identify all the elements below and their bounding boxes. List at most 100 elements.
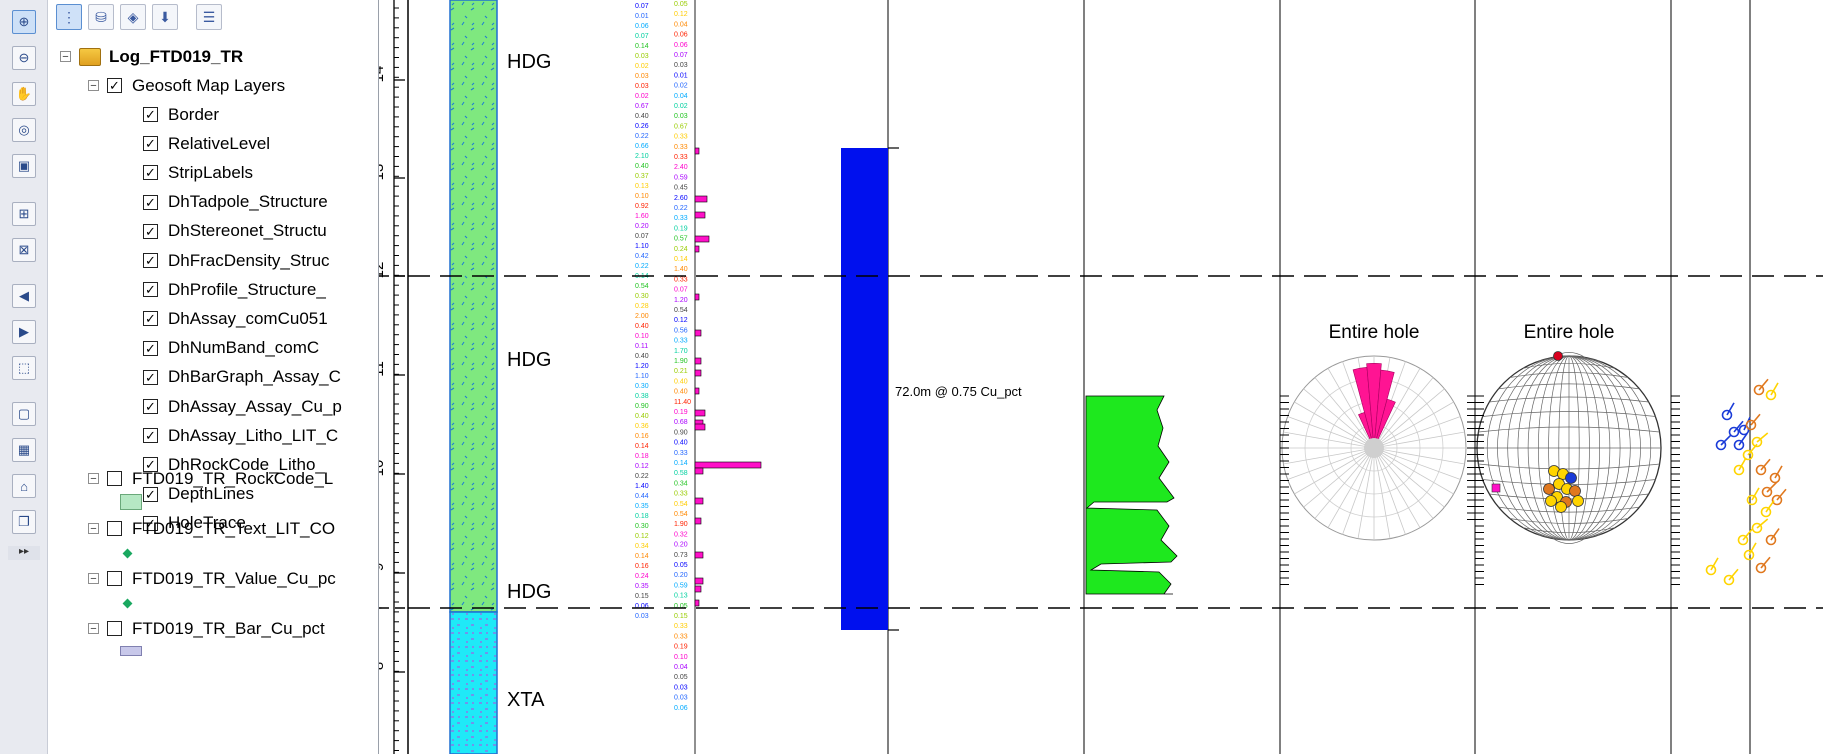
layer-visibility-checkbox[interactable]: ✓ <box>143 282 158 298</box>
layer-visibility-checkbox[interactable] <box>107 571 122 586</box>
assay-bar[interactable] <box>694 235 710 243</box>
layer-row[interactable]: ✓ DhRockCode_Litho_ <box>143 450 325 479</box>
litho-interval-xta[interactable] <box>449 611 498 754</box>
list-by-visibility-icon[interactable]: ◈ <box>120 4 146 30</box>
layer-row[interactable]: ✓ DhAssay_Assay_Cu_p <box>143 392 342 421</box>
extra-layer-row[interactable]: − FTD019_TR_RockCode_L <box>88 464 333 493</box>
layer-row[interactable]: ✓ DhAssay_Litho_LIT_C <box>143 421 338 450</box>
rose-petals[interactable] <box>1352 363 1396 449</box>
layer-row[interactable]: ✓ DepthLines <box>143 480 254 509</box>
tadpole-head[interactable] <box>1721 409 1733 421</box>
collapse-icon[interactable]: − <box>88 623 99 635</box>
layer-visibility-checkbox[interactable]: ✓ <box>143 311 158 327</box>
stereonet-pole[interactable] <box>1555 501 1567 513</box>
layer-visibility-checkbox[interactable]: ✓ <box>143 399 158 414</box>
tadpole-head[interactable] <box>1742 449 1754 461</box>
layer-visibility-checkbox[interactable] <box>107 471 122 486</box>
tadpole-head[interactable] <box>1765 389 1777 401</box>
rose-petal[interactable] <box>1366 363 1382 449</box>
assay-bar[interactable] <box>694 387 700 395</box>
layer-row[interactable]: ✓ DhStereonet_Structu <box>143 217 327 246</box>
layer-visibility-checkbox[interactable]: ✓ <box>143 428 158 444</box>
assay-bar[interactable] <box>694 551 704 559</box>
tadpole-head[interactable] <box>1728 426 1740 438</box>
profile-fill[interactable] <box>1085 395 1178 595</box>
tadpole-head[interactable] <box>1751 522 1763 534</box>
tadpole-head[interactable] <box>1755 562 1767 574</box>
stereonet-pole[interactable] <box>1545 495 1557 507</box>
tadpole-head[interactable] <box>1755 464 1767 476</box>
layer-row[interactable]: ✓ DhProfile_Structure_ <box>143 275 326 304</box>
extra-layer-row[interactable]: − FTD019_TR_Text_LIT_CO <box>88 514 335 543</box>
collapse-icon[interactable]: − <box>60 51 71 63</box>
layer-row[interactable]: ✓ DhNumBand_comC <box>143 334 319 363</box>
zoom-scale-icon[interactable]: ▣ <box>12 154 36 178</box>
tadpole-head[interactable] <box>1751 436 1763 448</box>
layer-visibility-checkbox[interactable]: ✓ <box>143 253 158 268</box>
layer-row[interactable]: ✓ HoleTrace <box>143 509 246 538</box>
tadpole-head[interactable] <box>1723 574 1735 586</box>
assay-bar[interactable] <box>694 497 704 505</box>
stereonet-pole[interactable] <box>1572 495 1584 507</box>
tree-group-row[interactable]: − ✓ Geosoft Map Layers <box>88 71 285 100</box>
assay-bar[interactable] <box>694 211 706 219</box>
layer-row[interactable]: ✓ DhAssay_comCu051 <box>143 304 328 333</box>
litho-interval-hdg[interactable] <box>449 0 498 613</box>
assay-bar[interactable] <box>694 599 700 607</box>
tadpole-head[interactable] <box>1765 534 1777 546</box>
assay-bar[interactable] <box>694 357 702 365</box>
assay-bar[interactable] <box>694 517 702 525</box>
tadpole-head[interactable] <box>1769 472 1781 484</box>
tadpole-head[interactable] <box>1738 424 1750 436</box>
tadpole-head[interactable] <box>1733 439 1745 451</box>
layer-visibility-checkbox[interactable] <box>107 621 122 636</box>
tadpole-head[interactable] <box>1753 384 1765 396</box>
tadpole-head[interactable] <box>1737 534 1749 546</box>
tadpole-head[interactable] <box>1733 464 1745 476</box>
layer-visibility-checkbox[interactable]: ✓ <box>143 107 158 122</box>
layer-visibility-checkbox[interactable]: ✓ <box>143 165 158 181</box>
layer-visibility-checkbox[interactable]: ✓ <box>143 486 158 502</box>
next-extent-icon[interactable]: ▶ <box>12 320 36 344</box>
tadpole-plot[interactable] <box>1705 378 1787 586</box>
assay-bar[interactable] <box>694 245 700 253</box>
assay-bar[interactable] <box>694 467 704 475</box>
list-by-selection-icon[interactable]: ⬇ <box>152 4 178 30</box>
clear-selection-icon[interactable]: ▢ <box>12 402 36 426</box>
layer-row[interactable]: ✓ DhFracDensity_Struc <box>143 246 330 275</box>
layer-row[interactable]: ✓ StripLabels <box>143 158 253 187</box>
collapse-icon[interactable]: − <box>88 523 99 535</box>
layer-visibility-checkbox[interactable]: ✓ <box>143 457 158 473</box>
layer-row[interactable]: ✓ DhBarGraph_Assay_C <box>143 363 341 392</box>
layer-visibility-checkbox[interactable]: ✓ <box>143 223 158 239</box>
full-extent-icon[interactable]: ◎ <box>12 118 36 142</box>
pan-hand-icon[interactable]: ✋ <box>12 82 36 106</box>
list-by-drawing-order-icon[interactable]: ⋮ <box>56 4 82 30</box>
toolbar-expand-icon[interactable]: ▸▸ <box>8 546 40 560</box>
layer-visibility-checkbox[interactable]: ✓ <box>143 369 158 385</box>
zoom-out-icon[interactable]: ⊖ <box>12 46 36 70</box>
previous-extent-icon[interactable]: ◀ <box>12 284 36 308</box>
layout-icon[interactable]: ❐ <box>12 510 36 534</box>
layer-visibility-checkbox[interactable]: ✓ <box>143 136 158 152</box>
layer-visibility-checkbox[interactable]: ✓ <box>143 515 158 531</box>
rose-petal[interactable] <box>1373 398 1396 449</box>
measure-icon[interactable]: ⌂ <box>12 474 36 498</box>
map-view[interactable]: 141312111098 HDG HDG HDG XTA 0.070.010.0… <box>379 0 1823 754</box>
assay-bar[interactable] <box>694 195 708 203</box>
layer-row[interactable]: ✓ RelativeLevel <box>143 129 270 158</box>
extra-layer-row[interactable]: − FTD019_TR_Value_Cu_pc <box>88 564 336 593</box>
tadpole-head[interactable] <box>1760 506 1772 518</box>
stereonet-pole[interactable] <box>1565 472 1577 484</box>
group-visibility-checkbox[interactable]: ✓ <box>107 78 122 93</box>
tadpole-head[interactable] <box>1771 494 1783 506</box>
tadpole-head[interactable] <box>1761 486 1773 498</box>
assay-bar[interactable] <box>694 147 700 155</box>
fixed-zoom-in-icon[interactable]: ⊞ <box>12 202 36 226</box>
options-icon[interactable]: ☰ <box>196 4 222 30</box>
layer-row[interactable]: ✓ DhTadpole_Structure <box>143 188 328 217</box>
layer-visibility-checkbox[interactable]: ✓ <box>143 340 158 356</box>
zoom-in-icon[interactable]: ⊕ <box>12 10 36 34</box>
layer-visibility-checkbox[interactable]: ✓ <box>143 194 158 210</box>
assay-bar[interactable] <box>694 329 702 337</box>
